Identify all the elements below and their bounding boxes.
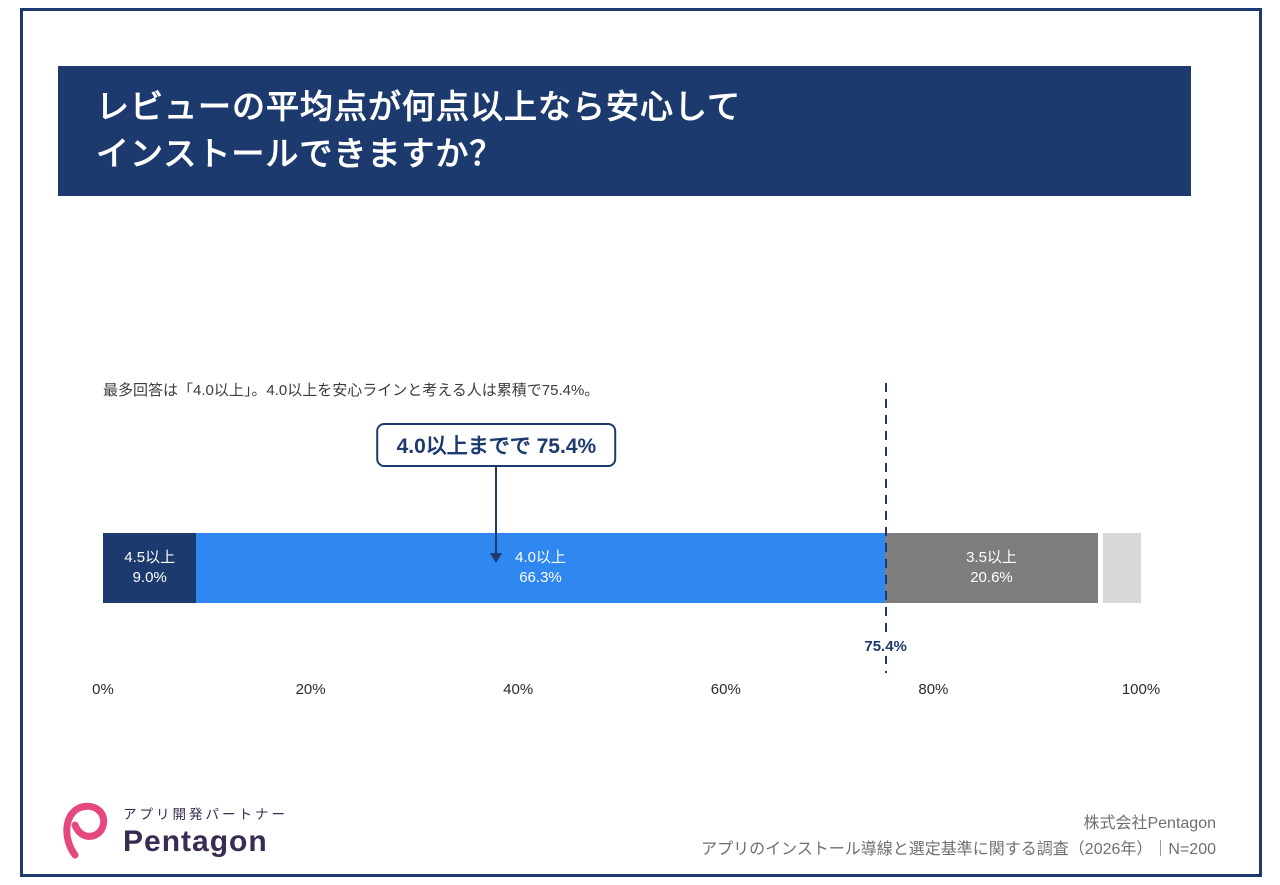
callout-arrow-line [495,463,498,553]
chart-plot-area: 4.0以上までで 75.4% 4.5以上 9.0% 4.0以上 66.3% 3.… [92,383,1160,711]
segment-value: 66.3% [519,569,562,586]
bar-segment-35-plus: 3.5以上 20.6% [884,533,1099,603]
bar-segment-40-plus: 4.0以上 66.3% [196,533,885,603]
bar-segment-other [1103,533,1141,603]
footer-source-block: 株式会社Pentagon アプリのインストール導線と選定基準に関する調査（202… [701,811,1216,862]
threshold-label: 75.4% [861,637,910,656]
segment-label: 3.5以上 [966,548,1017,566]
segment-label: 4.5以上 [124,548,176,566]
page-title-line1: レビューの平均点が何点以上なら安心して [96,88,742,125]
lead-text: 最多回答は「4.0以上」。4.0以上を安心ラインと考える人は累積で75.4%。 [103,382,600,399]
x-tick-80: 80% [918,681,949,698]
logo-tagline: アプリ開発パートナー [123,806,288,822]
segment-value: 20.6% [970,569,1013,586]
segment-label: 4.0以上 [515,548,566,566]
x-tick-60: 60% [710,681,741,698]
logo-wordmark: Pentagon [123,824,268,858]
bar-segment-45-plus: 4.5以上 9.0% [103,533,197,603]
segment-value: 9.0% [132,569,167,586]
x-axis: 0% 20% 40% 60% 80% 100% [92,681,1160,701]
threshold-dashed-line [884,383,887,673]
title-banner: レビューの平均点が何点以上なら安心して インストールできますか？ [58,66,1191,196]
callout-arrow-head-icon [490,553,503,563]
x-tick-40: 40% [503,681,534,698]
footer-logo: アプリ開発パートナー Pentagon [61,801,288,859]
x-tick-20: 20% [295,681,326,698]
logo-text-block: アプリ開発パートナー Pentagon [123,803,288,858]
pentagon-ribbon-logo-icon [63,802,108,859]
x-tick-0: 0% [92,681,114,698]
page-title-line2: インストールできますか？ [96,134,504,172]
footer-company: 株式会社Pentagon [1083,815,1216,832]
footer-survey-source: アプリのインストール導線と選定基準に関する調査（2026年）｜N=200 [701,840,1216,858]
slide-frame: レビューの平均点が何点以上なら安心して インストールできますか？ 最多回答は「4… [20,8,1262,877]
stacked-bar: 4.5以上 9.0% 4.0以上 66.3% 3.5以上 20.6% [103,533,1141,603]
x-tick-100: 100% [1121,681,1161,698]
callout-box: 4.0以上までで 75.4% [376,423,617,467]
